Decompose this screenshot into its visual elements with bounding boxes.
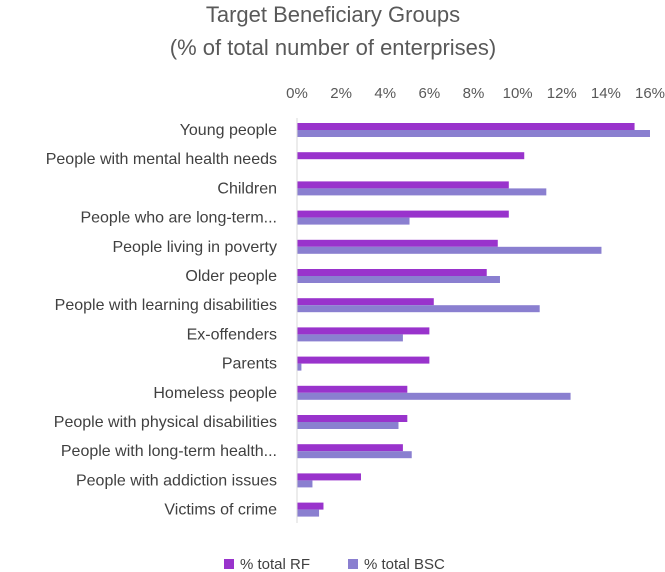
- category-label: Ex-offenders: [187, 326, 277, 343]
- x-tick-label: 10%: [503, 85, 533, 102]
- bar-rf: [297, 152, 525, 160]
- legend-label-bsc: % total BSC: [364, 556, 445, 572]
- category-label: People who are long-term...: [80, 210, 277, 227]
- x-tick-label: 6%: [419, 85, 441, 102]
- bar-bsc: [297, 363, 302, 371]
- legend-label-rf: % total RF: [240, 556, 310, 572]
- bar-bsc: [297, 334, 403, 342]
- category-label: People with learning disabilities: [55, 297, 277, 314]
- bar-bsc: [297, 276, 500, 283]
- x-tick-label: 16%: [635, 85, 665, 102]
- bar-rf: [297, 385, 408, 393]
- bar-bsc: [297, 392, 571, 400]
- category-label: People living in poverty: [112, 239, 277, 256]
- legend-swatch-rf: [224, 559, 234, 569]
- bar-rf: [297, 356, 430, 364]
- bar-rf: [297, 444, 403, 452]
- category-label: People with addiction issues: [76, 472, 277, 489]
- x-tick-label: 2%: [330, 85, 352, 102]
- category-labels: Young people People with mental health ne…: [46, 122, 277, 519]
- bar-rf: [297, 415, 408, 422]
- x-axis-ticks: 0% 2% 4% 6% 8% 10% 12% 14% 16%: [286, 85, 665, 102]
- bar-bsc: [297, 305, 540, 313]
- bar-rf: [297, 298, 434, 306]
- chart-subtitle: (% of total number of enterprises): [170, 35, 496, 60]
- bar-rf: [297, 327, 430, 335]
- x-tick-label: 0%: [286, 85, 308, 102]
- category-label: Homeless people: [153, 385, 277, 402]
- category-label: Victims of crime: [164, 502, 277, 519]
- legend: % total RF % total BSC: [224, 556, 445, 572]
- bar-bsc: [297, 480, 313, 488]
- bar-rf: [297, 269, 487, 276]
- bar-bsc: [297, 217, 410, 225]
- bar-rf: [297, 239, 498, 247]
- category-label: Older people: [185, 268, 277, 285]
- bar-bsc: [297, 422, 399, 429]
- category-label: Children: [217, 180, 277, 197]
- bar-bsc: [297, 451, 412, 459]
- bar-rf: [297, 123, 635, 130]
- bar-series: [297, 123, 650, 517]
- x-tick-label: 4%: [374, 85, 396, 102]
- bar-rf: [297, 181, 509, 189]
- x-tick-label: 14%: [591, 85, 621, 102]
- category-label: People with long-term health...: [61, 443, 277, 460]
- category-label: People with mental health needs: [46, 151, 277, 168]
- category-label: Parents: [222, 356, 277, 373]
- bar-bsc: [297, 246, 602, 254]
- bar-rf: [297, 210, 509, 218]
- bar-rf: [297, 502, 324, 510]
- category-label: Young people: [180, 122, 277, 139]
- legend-swatch-bsc: [348, 559, 358, 569]
- bar-rf: [297, 473, 361, 481]
- x-tick-label: 12%: [547, 85, 577, 102]
- x-tick-label: 8%: [463, 85, 485, 102]
- category-label: People with physical disabilities: [54, 414, 277, 431]
- chart-title: Target Beneficiary Groups: [206, 2, 460, 27]
- bar-bsc: [297, 509, 320, 517]
- bar-bsc: [297, 188, 547, 196]
- bar-bsc: [297, 130, 650, 137]
